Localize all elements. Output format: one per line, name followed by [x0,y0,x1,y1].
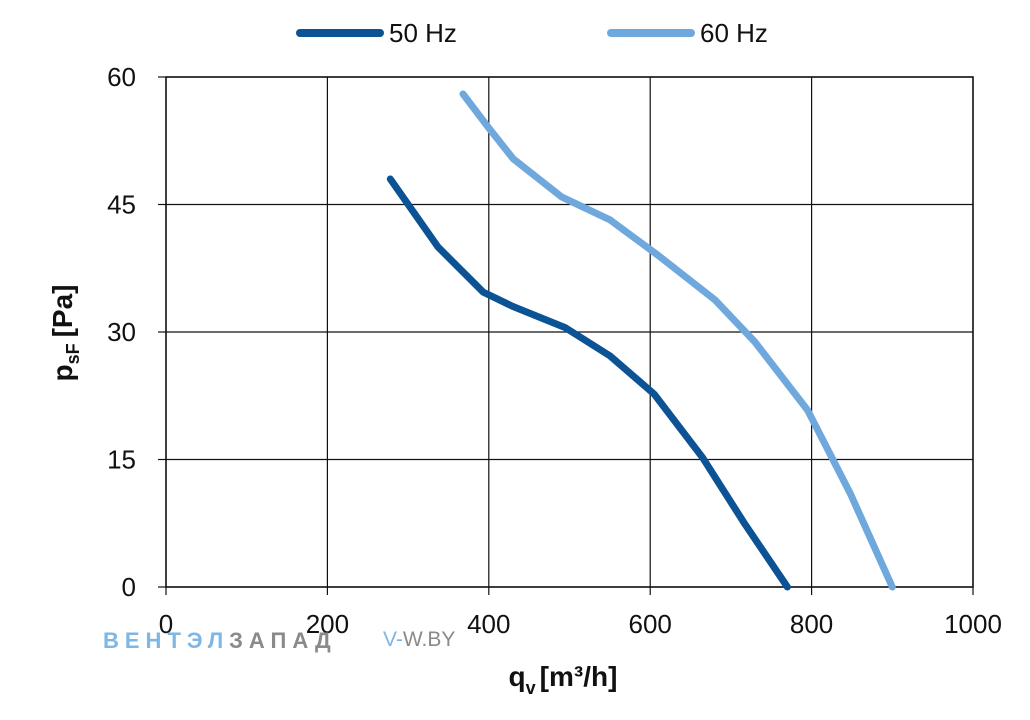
x-tick-label: 1000 [944,609,1002,639]
y-axis-title: psF[Pa] [47,284,83,381]
series-lines [386,90,896,591]
y-tick-label: 60 [107,62,136,92]
x-tick-label: 800 [790,609,833,639]
ticks: 0 200 400 600 800 1000 0 15 30 45 60 [107,62,1002,639]
x-tick-label: 0 [159,609,173,639]
x-axis-title: qv [m³/h] [509,661,618,698]
watermark-brand: ВЕНТЭЛЗАПАД [103,628,337,654]
watermark-url-part2: W.BY [402,628,456,651]
y-tick-label: 0 [122,572,136,602]
watermark-url: V-W.BY [383,628,455,652]
watermark-brand-part2: ЗАПАД [229,628,337,653]
legend-label-60hz: 60 Hz [700,18,768,48]
legend-label-50hz: 50 Hz [389,18,457,48]
series-line-50hz [386,175,791,591]
y-tick-label: 45 [107,190,136,220]
legend: 50 Hz 60 Hz [296,18,768,48]
series-line-60hz [459,90,896,591]
watermark-url-part1: V- [383,628,403,651]
x-tick-label: 600 [629,609,672,639]
y-tick-label: 15 [107,445,136,475]
x-tick-label: 200 [306,609,349,639]
watermark-brand-part1: ВЕНТЭЛ [103,628,230,653]
y-tick-label: 30 [107,317,136,347]
x-tick-label: 400 [467,609,510,639]
